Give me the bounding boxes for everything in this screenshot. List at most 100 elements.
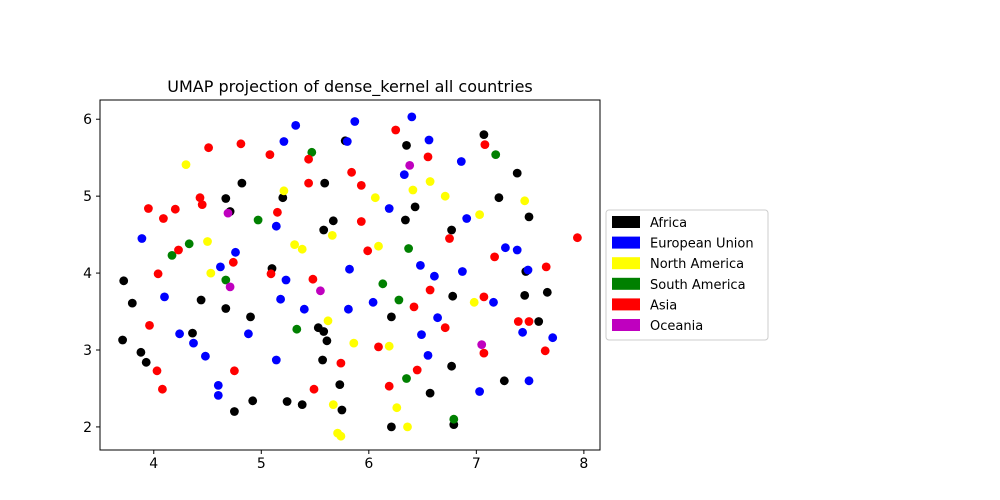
data-point (290, 240, 299, 250)
data-point (392, 403, 402, 413)
data-point (316, 286, 325, 296)
data-point (307, 147, 317, 157)
points-layer (118, 112, 582, 441)
data-point (416, 261, 425, 270)
data-point (221, 304, 231, 313)
data-point (494, 193, 504, 203)
data-point (394, 295, 404, 305)
data-point (384, 381, 394, 391)
series-european-union (137, 112, 558, 400)
data-point (152, 366, 162, 376)
legend-label: European Union (650, 237, 754, 252)
legend-label: South America (650, 278, 746, 293)
series-north-america (181, 160, 530, 441)
data-point (335, 380, 345, 389)
data-point (440, 323, 450, 333)
data-point (520, 196, 530, 206)
data-point (433, 313, 442, 323)
series-south-america (167, 147, 501, 424)
data-point (158, 384, 167, 394)
data-point (281, 275, 291, 285)
x-tick-label: 6 (364, 456, 373, 472)
data-point (447, 361, 456, 371)
data-point (425, 285, 435, 295)
data-point (271, 221, 281, 231)
data-point (548, 333, 558, 343)
data-point (490, 252, 499, 262)
legend-swatch (612, 216, 640, 228)
data-point (279, 186, 289, 196)
data-point (405, 161, 415, 170)
chart-title: UMAP projection of dense_kernel all coun… (167, 77, 533, 97)
data-point (430, 271, 439, 281)
data-point (248, 396, 258, 406)
data-point (368, 297, 378, 307)
data-point (480, 140, 490, 150)
data-point (213, 391, 223, 400)
data-point (349, 338, 359, 348)
data-point (423, 152, 433, 162)
data-point (403, 422, 412, 432)
data-point (440, 191, 450, 201)
data-point (278, 193, 288, 203)
x-tick-label: 4 (149, 456, 158, 472)
data-point (141, 357, 151, 367)
data-point (524, 376, 534, 386)
data-point (246, 312, 255, 322)
data-point (174, 245, 183, 255)
data-point (518, 327, 527, 337)
data-point (189, 338, 198, 348)
data-point (318, 355, 327, 365)
data-point (384, 341, 394, 351)
data-point (309, 384, 319, 394)
data-point (475, 387, 484, 396)
data-point (271, 355, 281, 365)
legend: Africa European Union North America South A… (605, 209, 769, 341)
data-point (265, 150, 275, 160)
data-point (573, 233, 582, 243)
data-point (216, 262, 225, 272)
data-point (374, 342, 383, 352)
data-point (297, 400, 307, 409)
data-point (203, 237, 212, 246)
series-africa (118, 130, 552, 432)
legend-swatch (612, 236, 640, 249)
legend-swatch (612, 298, 640, 311)
data-point (363, 246, 373, 256)
data-point (244, 329, 253, 339)
x-tick-label: 7 (472, 456, 481, 472)
legend-swatch (612, 257, 640, 270)
data-point (489, 297, 498, 307)
data-point (273, 207, 282, 217)
series-asia (144, 125, 582, 394)
data-point (253, 215, 263, 225)
data-point (425, 177, 435, 186)
data-point (417, 330, 426, 339)
data-point (462, 214, 472, 223)
data-point (356, 217, 366, 226)
data-point (447, 225, 456, 235)
data-point (402, 374, 411, 383)
data-point (184, 239, 194, 249)
data-point (423, 351, 433, 360)
data-point (512, 245, 522, 255)
y-tick-label: 6 (83, 112, 92, 128)
data-point (327, 231, 337, 240)
data-point (223, 208, 233, 218)
data-point (282, 397, 292, 406)
data-point (206, 268, 216, 278)
data-point (159, 214, 168, 223)
x-axis: 4 5 6 7 8 (149, 450, 588, 472)
data-point (469, 297, 479, 307)
data-point (292, 324, 302, 334)
data-point (387, 312, 396, 322)
series-oceania (223, 161, 487, 349)
data-point (175, 329, 185, 339)
data-point (479, 348, 489, 358)
y-tick-label: 4 (83, 266, 92, 282)
data-point (118, 335, 127, 345)
data-point (404, 244, 413, 253)
data-point (228, 257, 238, 267)
legend-label: Asia (650, 298, 677, 313)
data-point (407, 112, 417, 122)
